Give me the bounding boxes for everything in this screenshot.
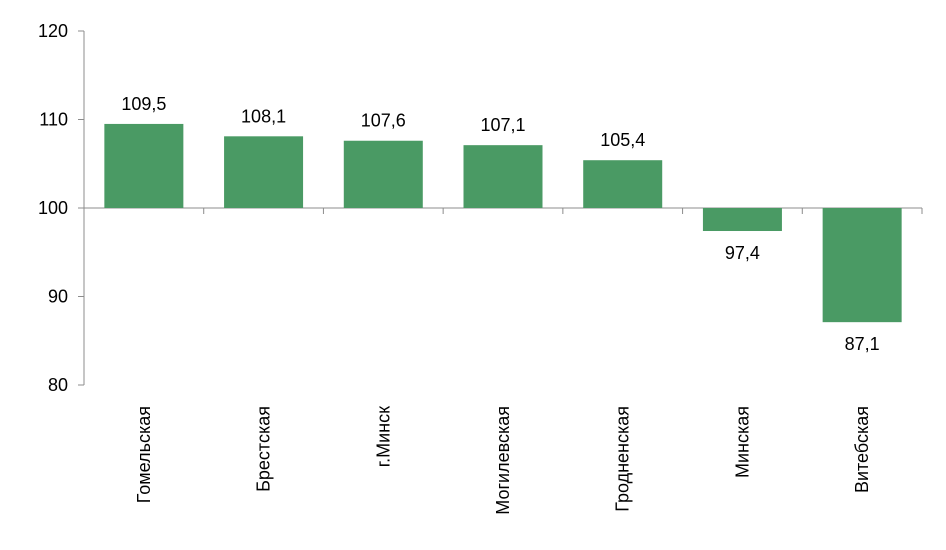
- bar: [104, 123, 184, 208]
- bar: [583, 160, 663, 208]
- category-label: Витебская: [852, 406, 872, 493]
- category-label: Могилевская: [493, 406, 513, 515]
- y-tick-label: 90: [48, 287, 68, 307]
- category-label: Гродненская: [613, 406, 633, 512]
- data-label: 107,6: [361, 111, 406, 131]
- bar: [702, 208, 782, 232]
- y-tick-label: 80: [48, 375, 68, 395]
- data-label: 108,1: [241, 106, 286, 126]
- y-tick-label: 100: [38, 198, 68, 218]
- bar: [343, 140, 423, 208]
- data-label: 105,4: [600, 130, 645, 150]
- category-label: Брестская: [254, 406, 274, 492]
- bar: [463, 145, 543, 208]
- category-label: Гомельская: [134, 406, 154, 503]
- bar: [224, 136, 304, 208]
- data-label: 107,1: [480, 115, 525, 135]
- category-label: Минская: [732, 406, 752, 478]
- data-label: 97,4: [725, 243, 760, 263]
- category-labels: Гомельская Брестская г.Минск Могилевская Гро…: [134, 406, 872, 515]
- bars: [104, 123, 902, 323]
- category-label: г.Минск: [373, 406, 393, 467]
- y-tick-label: 110: [39, 110, 68, 130]
- y-tick-label: 120: [38, 21, 68, 41]
- bar: [822, 208, 902, 323]
- data-label: 87,1: [845, 334, 880, 354]
- data-label: 109,5: [121, 94, 166, 114]
- x-axis: [83, 207, 923, 214]
- value-labels: 109,5 108,1 107,6 107,1 105,4 97,4 87,1: [121, 94, 879, 354]
- y-axis: 80 90 100 110 120: [38, 21, 85, 395]
